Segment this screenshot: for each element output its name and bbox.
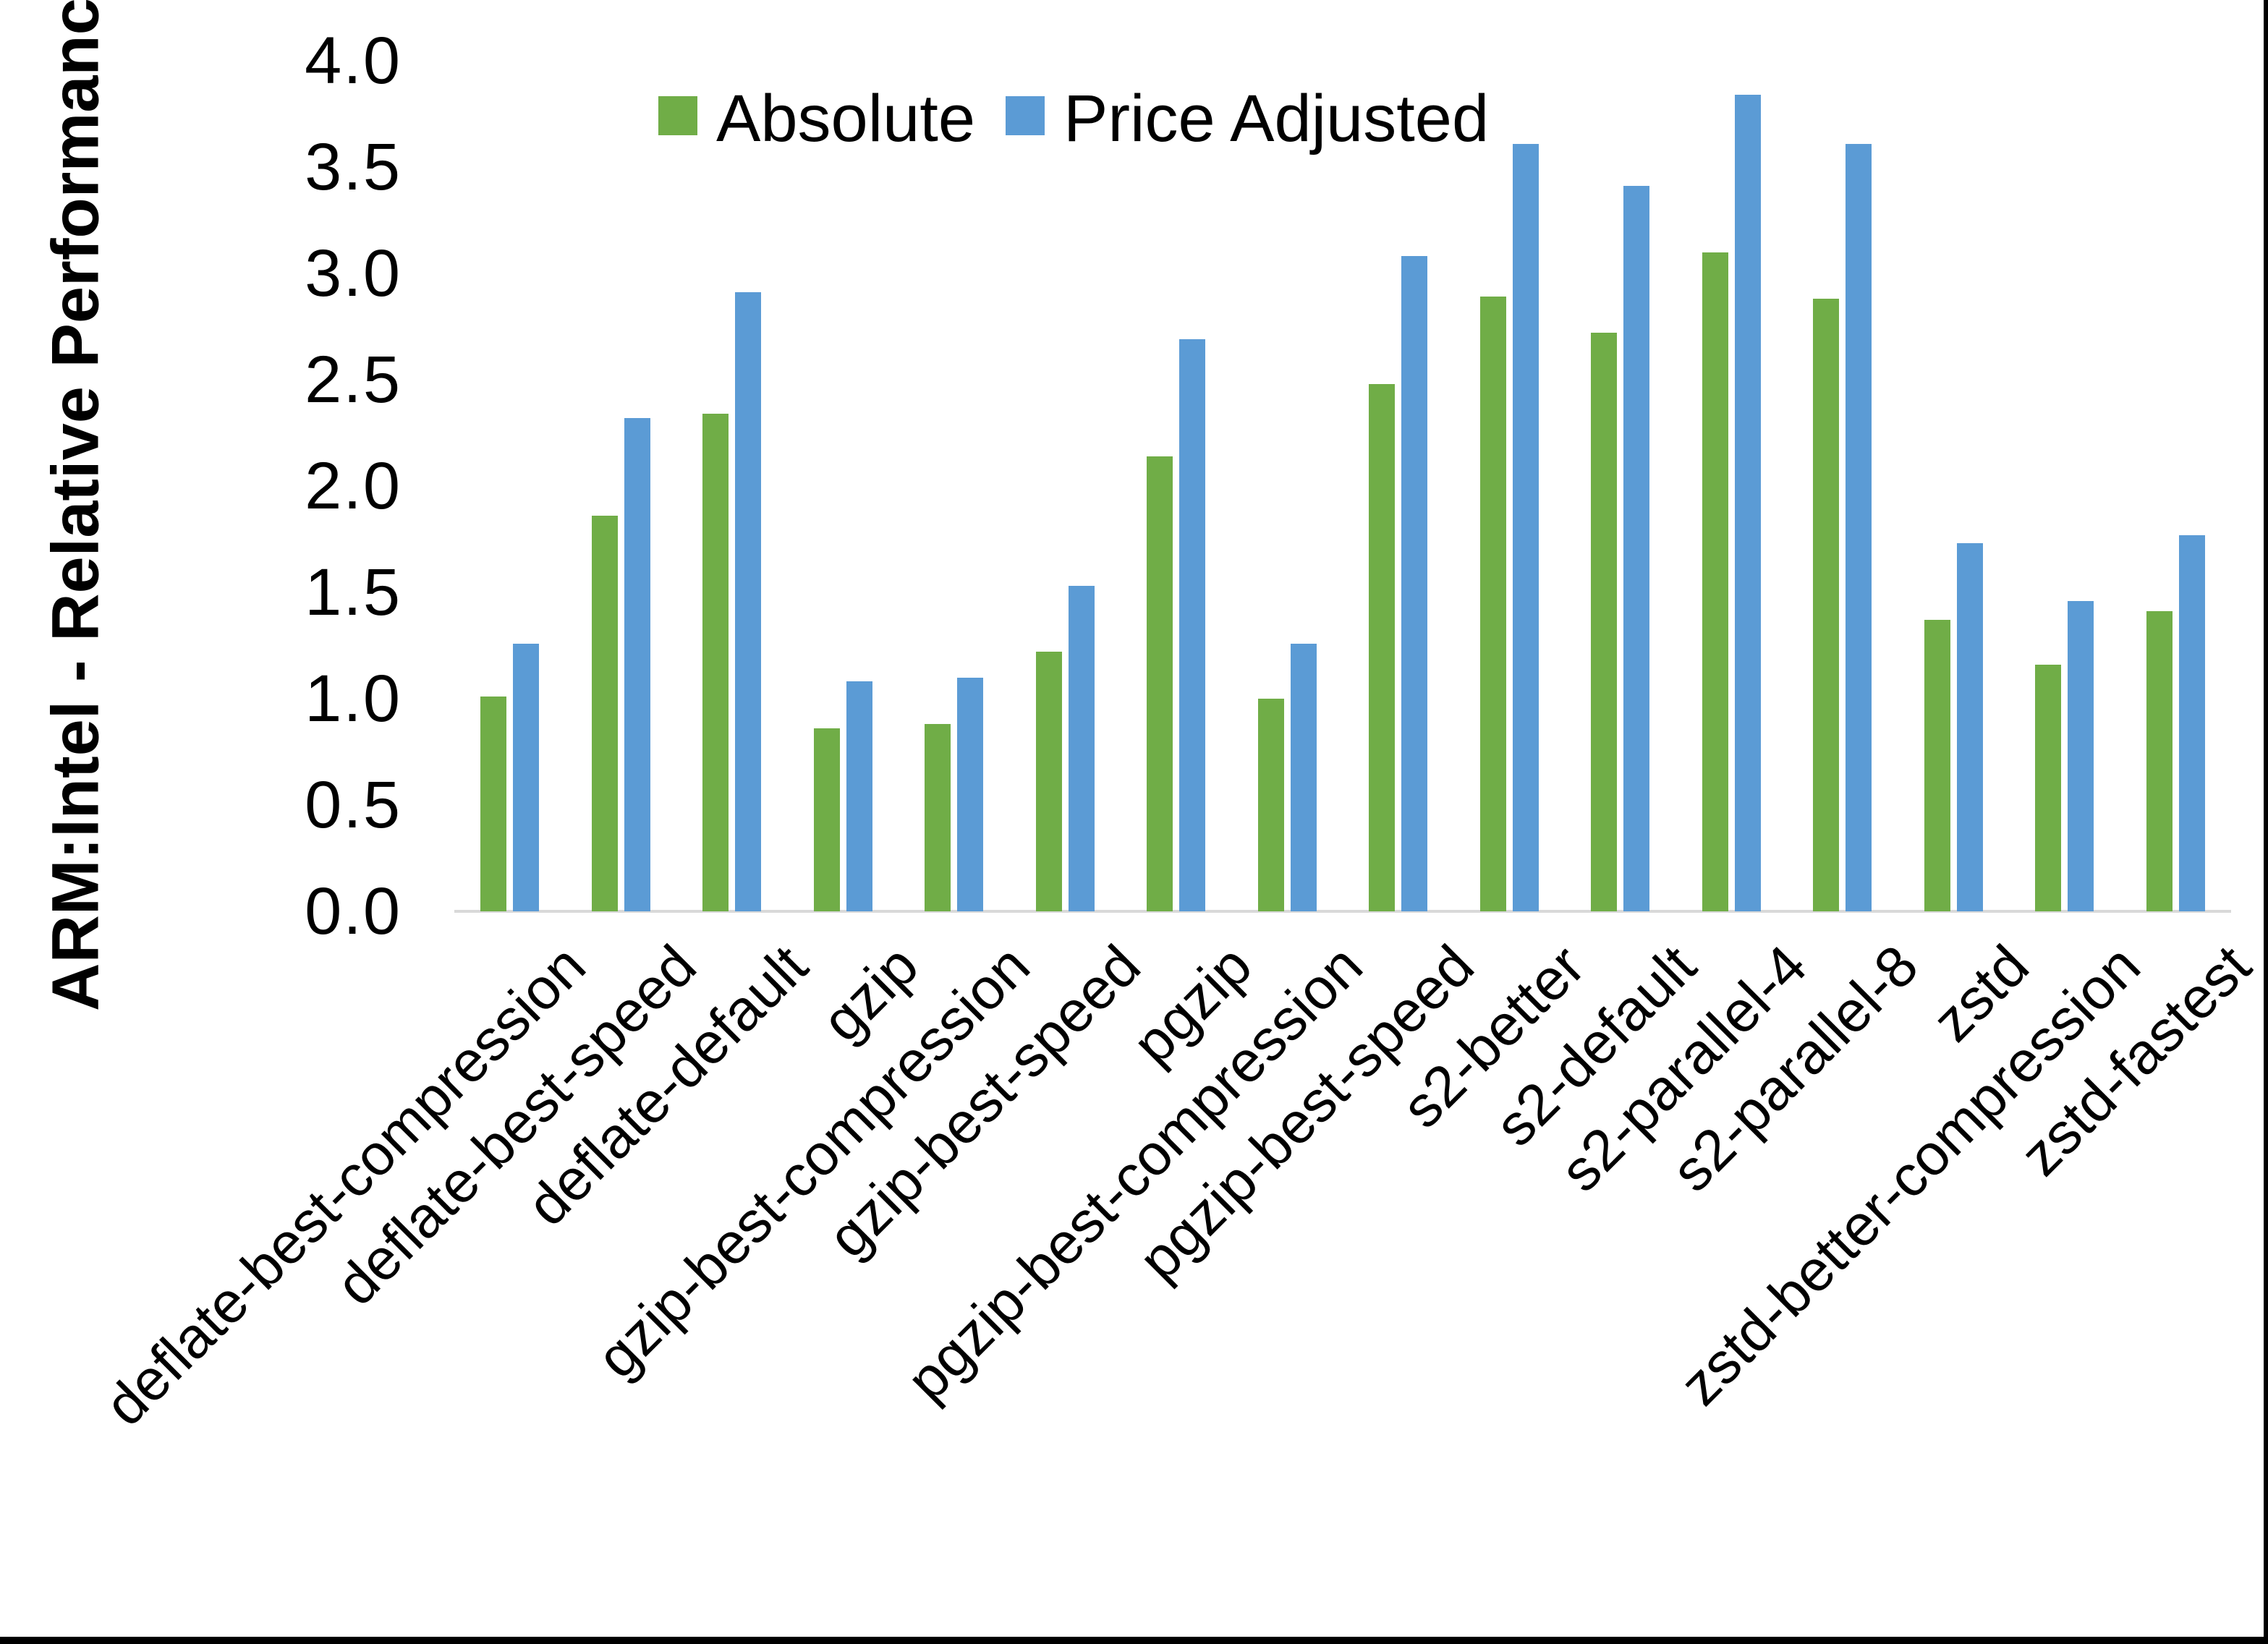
bar-zstd-absolute xyxy=(1924,620,1950,911)
legend-label-price-adjusted: Price Adjusted xyxy=(1063,82,1490,156)
bar-pgzip-best-speed-absolute xyxy=(1369,383,1396,911)
bar-pgzip-absolute xyxy=(1147,456,1173,911)
bar-deflate-best-compression-absolute xyxy=(480,697,507,911)
x-axis-line xyxy=(454,910,2231,913)
y-tick-label: 2.5 xyxy=(305,343,402,417)
y-tick-label: 2.0 xyxy=(305,449,402,523)
y-tick-label: 4.0 xyxy=(305,24,402,98)
bar-s2-default-price-adjusted xyxy=(1623,186,1650,911)
legend-swatch-absolute xyxy=(658,96,697,135)
bar-pgzip-best-speed-price-adjusted xyxy=(1401,256,1428,911)
bar-deflate-default-absolute xyxy=(702,414,729,911)
bar-gzip-absolute xyxy=(813,728,840,911)
legend-swatch-price-adjusted xyxy=(1006,96,1045,135)
bar-s2-parallel-8-price-adjusted xyxy=(1846,143,1872,911)
y-tick-label: 3.5 xyxy=(305,130,402,204)
bar-gzip-best-speed-price-adjusted xyxy=(1068,586,1095,911)
bar-s2-better-price-adjusted xyxy=(1512,143,1539,911)
bar-s2-parallel-4-absolute xyxy=(1702,252,1728,911)
bar-gzip-best-compression-absolute xyxy=(925,724,951,911)
bar-zstd-fastest-absolute xyxy=(2146,611,2173,911)
y-tick-label: 1.5 xyxy=(305,555,402,629)
y-tick-label: 3.0 xyxy=(305,237,402,310)
bar-zstd-fastest-price-adjusted xyxy=(2178,534,2205,911)
bar-s2-parallel-4-price-adjusted xyxy=(1734,95,1761,911)
legend-label-absolute: Absolute xyxy=(716,82,976,156)
y-tick-label: 0.5 xyxy=(305,768,402,842)
bar-zstd-better-compression-absolute xyxy=(2035,664,2062,911)
bar-pgzip-best-compression-absolute xyxy=(1257,699,1284,911)
bottom-border-line xyxy=(0,1637,2268,1644)
bar-gzip-price-adjusted xyxy=(846,681,872,911)
bar-gzip-best-speed-absolute xyxy=(1035,652,1062,911)
bar-pgzip-price-adjusted xyxy=(1179,339,1206,911)
bar-zstd-better-compression-price-adjusted xyxy=(2068,600,2094,911)
bar-zstd-price-adjusted xyxy=(1956,543,1983,911)
bar-deflate-default-price-adjusted xyxy=(735,292,762,911)
bar-s2-better-absolute xyxy=(1479,297,1506,911)
bar-deflate-best-speed-price-adjusted xyxy=(624,417,650,911)
bar-gzip-best-compression-price-adjusted xyxy=(957,677,984,911)
bar-s2-parallel-8-absolute xyxy=(1813,299,1840,911)
bar-pgzip-best-compression-price-adjusted xyxy=(1290,643,1317,911)
bar-deflate-best-compression-price-adjusted xyxy=(513,643,540,911)
y-tick-label: 1.0 xyxy=(305,662,402,736)
bar-s2-default-absolute xyxy=(1591,333,1618,911)
y-tick-label: 0.0 xyxy=(305,874,402,948)
bar-deflate-best-speed-absolute xyxy=(591,516,618,911)
right-border-line xyxy=(2264,0,2268,1644)
